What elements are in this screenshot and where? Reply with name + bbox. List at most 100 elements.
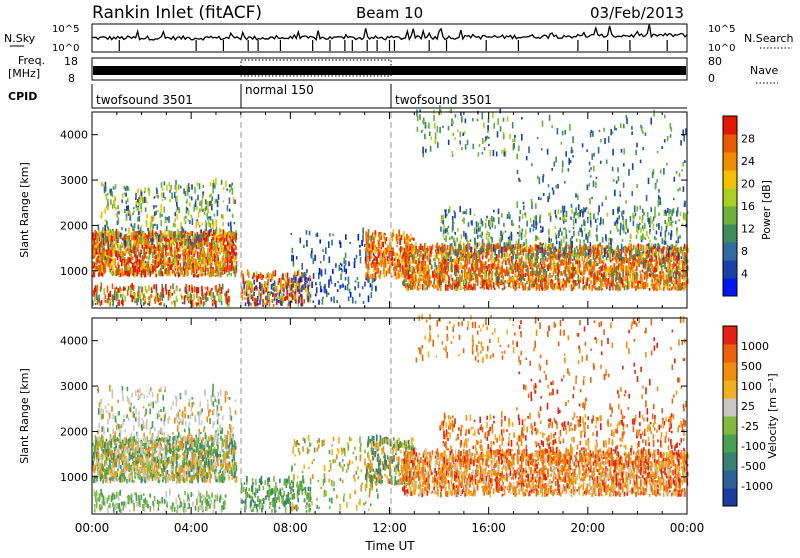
power-cell	[300, 303, 302, 307]
power-cell	[105, 300, 107, 303]
power-cell	[168, 290, 170, 296]
power-cell	[341, 264, 343, 267]
power-cell	[121, 227, 123, 230]
power-cell	[401, 272, 403, 278]
power-cell	[386, 271, 388, 277]
power-cell	[549, 273, 551, 278]
power-cell	[223, 187, 225, 190]
power-cell	[112, 265, 114, 270]
power-cell	[535, 274, 537, 277]
power-cell	[159, 248, 161, 252]
power-cell	[376, 258, 378, 264]
power-cell	[183, 274, 185, 277]
power-cell	[303, 286, 305, 289]
power-cell	[194, 187, 196, 194]
power-cell	[563, 263, 565, 266]
power-cell	[315, 294, 317, 297]
power-cell	[413, 238, 415, 241]
power-cell	[188, 247, 190, 251]
power-cell	[190, 246, 192, 252]
power-cell	[148, 250, 150, 254]
power-cell	[236, 261, 238, 266]
power-cell	[329, 233, 331, 236]
power-cell	[483, 272, 485, 274]
power-cell	[124, 295, 126, 301]
power-cell	[480, 287, 482, 289]
power-cell	[98, 272, 100, 277]
power-cell	[452, 259, 454, 262]
power-cell	[146, 235, 148, 238]
power-cell	[360, 257, 362, 264]
power-cell	[108, 293, 110, 300]
power-cell	[352, 297, 354, 304]
power-cell	[429, 260, 431, 265]
power-cell	[173, 241, 175, 244]
power-cell	[340, 268, 342, 271]
power-cell	[177, 299, 179, 302]
power-cell	[133, 274, 135, 277]
power-cell	[106, 221, 108, 225]
power-cell	[144, 233, 146, 237]
power-cell	[108, 227, 110, 231]
power-cell	[121, 199, 123, 203]
power-cell	[518, 244, 520, 249]
power-cell	[102, 234, 104, 239]
power-cell	[217, 255, 219, 258]
power-cell	[685, 249, 687, 251]
power-cell	[622, 272, 624, 277]
power-cell	[333, 296, 335, 301]
power-cell	[281, 298, 283, 301]
power-cell	[101, 264, 103, 271]
power-cell	[191, 231, 193, 236]
power-cell	[460, 284, 462, 290]
power-cell	[222, 215, 224, 220]
power-cell	[206, 213, 208, 219]
cpid-segment-3: twofsound 3501	[395, 93, 492, 107]
power-cell	[260, 272, 262, 278]
power-cell	[356, 255, 358, 259]
power-cell	[217, 240, 219, 244]
power-cell	[345, 253, 347, 258]
power-cell	[137, 291, 139, 296]
power-cell	[138, 259, 140, 265]
power-cell	[434, 269, 436, 272]
power-cell	[164, 238, 166, 242]
power-cell	[378, 262, 380, 265]
power-cell	[185, 249, 187, 254]
power-cell	[135, 198, 137, 200]
power-cell	[156, 234, 158, 239]
power-cell	[273, 304, 275, 307]
power-cell	[187, 189, 189, 196]
power-cell	[114, 196, 116, 202]
power-cell	[406, 287, 408, 290]
power-cell	[162, 289, 164, 295]
power-cell	[359, 293, 361, 297]
power-cell	[367, 237, 369, 239]
power-cell	[674, 286, 676, 289]
power-cell	[592, 245, 594, 251]
cpid-label: CPID	[8, 90, 37, 103]
power-cell	[202, 209, 204, 211]
power-cell	[467, 259, 469, 265]
power-cell	[317, 233, 319, 238]
power-cell	[537, 274, 539, 276]
power-cell	[101, 300, 103, 305]
power-cell	[525, 273, 527, 277]
power-cell	[427, 259, 429, 262]
power-cell	[407, 283, 409, 287]
power-cell	[112, 204, 114, 209]
power-cell	[262, 299, 264, 302]
power-cell	[103, 239, 105, 245]
power-cell	[443, 246, 445, 252]
freq-tick-left-bottom: 8	[68, 72, 75, 85]
power-cell	[345, 269, 347, 274]
power-cell	[325, 269, 327, 275]
power-cell	[261, 288, 263, 294]
power-cell	[156, 190, 158, 195]
power-cell	[141, 234, 143, 237]
power-cell	[183, 228, 185, 232]
power-cell	[643, 282, 645, 288]
power-cell	[672, 280, 674, 282]
power-cell	[409, 265, 411, 272]
power-cell	[248, 280, 250, 286]
